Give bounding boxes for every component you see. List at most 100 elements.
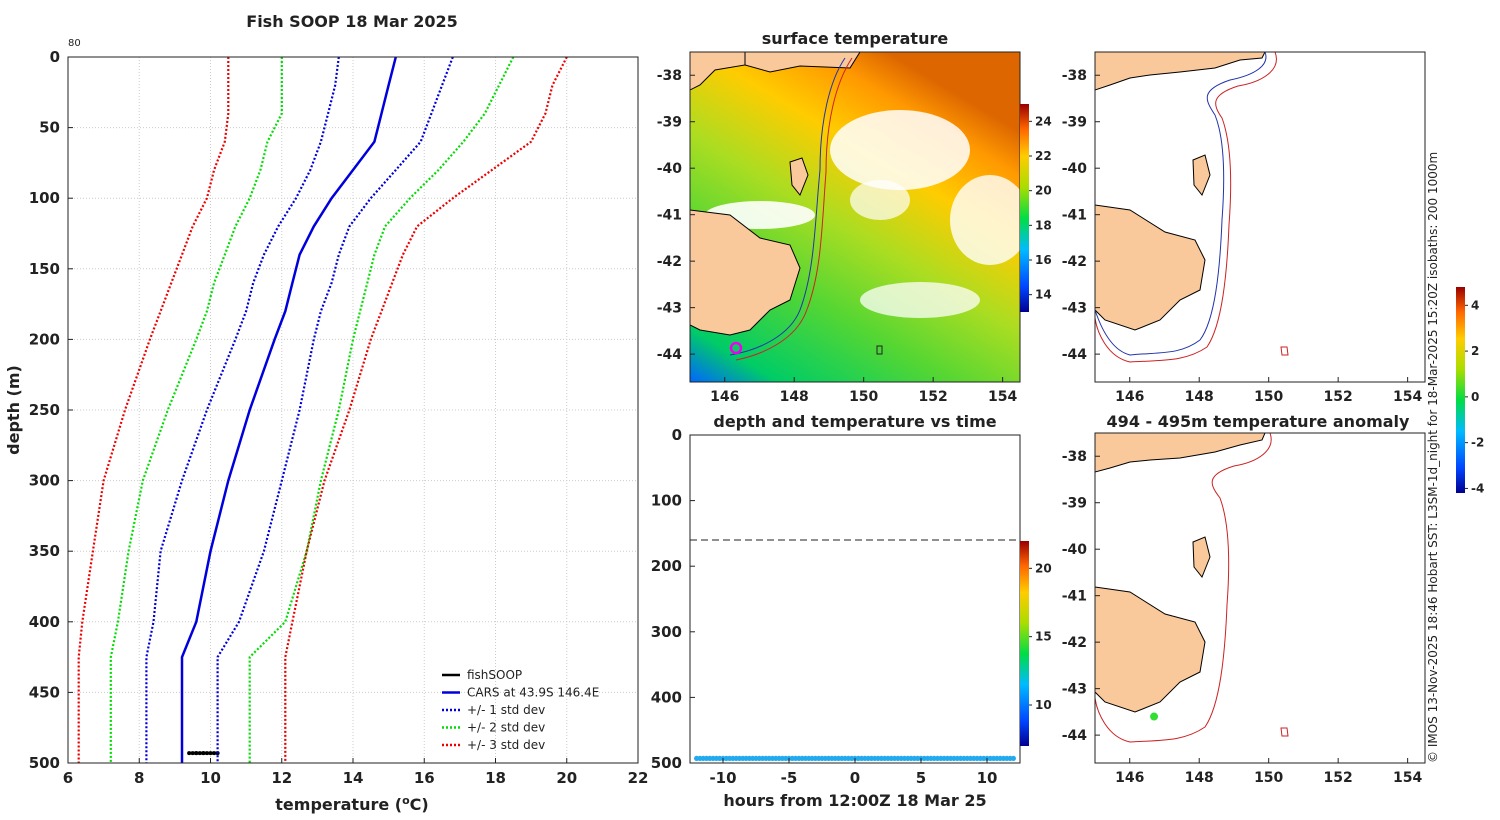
y-tick-label: -41: [1062, 208, 1087, 224]
colorbar-label: 10: [1035, 698, 1052, 712]
y-tick-label: 250: [29, 401, 60, 419]
profile-panel: Fish SOOP 18 Mar 2025 80 6 8 10 12 14 16 18 20 2…: [4, 12, 648, 814]
sst-colorbar: [1020, 104, 1029, 312]
sst-ticks: 146 148 150 152 154 -38 -39 -40 -41 -42 -43 -44: [657, 68, 1018, 405]
y-tick-label: 200: [29, 330, 60, 348]
depth-time-xlabel: hours from 12:00Z 18 Mar 25: [723, 791, 986, 810]
anomaly-tasmania: [1095, 586, 1206, 713]
x-tick-label: 148: [1185, 770, 1214, 786]
x-tick-label: 152: [919, 389, 948, 405]
vessel-marker: [729, 341, 743, 355]
y-tick-label: 450: [29, 683, 60, 701]
y-tick-label: 200: [651, 557, 682, 575]
anomaly-ticks: 146 148 150 152 154 -38 -39 -40 -41 -42 -43 -44: [1062, 449, 1423, 786]
x-tick-label: 5: [916, 769, 926, 787]
x-tick-label: 148: [1185, 389, 1214, 405]
y-tick-label: 500: [651, 754, 682, 772]
x-tick-label: 10: [200, 769, 221, 787]
sst-title: surface temperature: [762, 29, 949, 48]
y-tick-label: -43: [657, 301, 682, 317]
y-tick-label: -42: [657, 254, 682, 270]
colorbar-label: 22: [1035, 149, 1052, 163]
colorbar-label: 16: [1035, 253, 1052, 267]
y-tick-label: -40: [1062, 161, 1088, 177]
x-tick-label: 146: [1115, 389, 1144, 405]
profile-ylabel: depth (m): [4, 365, 23, 455]
x-tick-label: 12: [271, 769, 292, 787]
profile-curves: [77, 56, 568, 763]
y-tick-label: 400: [29, 613, 60, 631]
profile-grid: [67, 56, 639, 764]
fishsoop-point: [197, 751, 202, 756]
colorbar-label: 4: [1471, 298, 1479, 312]
bathymetry-map-panel: 146 148 150 152 154 -38 -39 -40 -41 -42 -43 -44: [1062, 51, 1426, 405]
colorbar-label: 15: [1035, 630, 1052, 644]
x-tick-label: -5: [781, 769, 798, 787]
legend-label: +/- 1 std dev: [467, 703, 545, 717]
y-tick-label: 300: [29, 472, 60, 490]
x-tick-label: 8: [134, 769, 144, 787]
fishsoop-point: [212, 751, 217, 756]
sst-colorbar-ticks: 14 16 18 20 22 24: [1029, 114, 1052, 302]
map-mainland: [1095, 52, 1266, 91]
series-4-lower: [77, 57, 230, 763]
colorbar-label: -4: [1471, 481, 1484, 495]
sst-panel: surface temperature 146 148 150 152 154 -38 -3…: [657, 29, 1052, 405]
x-tick-label: 146: [1115, 770, 1144, 786]
y-tick-label: -40: [657, 161, 683, 177]
y-tick-label: 400: [651, 688, 682, 706]
y-tick-label: -38: [1062, 68, 1087, 84]
x-tick-label: 150: [849, 389, 878, 405]
series-1: [180, 56, 398, 763]
y-tick-label: 150: [29, 260, 60, 278]
y-tick-label: -41: [657, 208, 682, 224]
fishsoop-point: [208, 751, 213, 756]
y-tick-label: -38: [657, 68, 682, 84]
x-tick-label: 154: [988, 389, 1017, 405]
y-tick-label: -39: [657, 115, 682, 131]
legend-label: fishSOOP: [467, 668, 522, 682]
legend-label: +/- 3 std dev: [467, 738, 545, 752]
fishsoop-point: [187, 751, 192, 756]
colorbar-label: 20: [1035, 184, 1052, 198]
y-tick-label: -42: [1062, 635, 1087, 651]
y-tick-label: -39: [1062, 115, 1087, 131]
x-tick-label: 10: [977, 769, 998, 787]
y-tick-label: -44: [1062, 728, 1088, 744]
y-tick-label: -38: [1062, 449, 1087, 465]
y-tick-label: 350: [29, 542, 60, 560]
map-ticks: 146 148 150 152 154 -38 -39 -40 -41 -42 -43 -44: [1062, 68, 1423, 405]
x-tick-label: 16: [414, 769, 435, 787]
x-tick-label: 0: [850, 769, 860, 787]
series-2-upper: [216, 56, 454, 763]
depth-point: [1010, 755, 1017, 762]
y-tick-label: -41: [1062, 589, 1087, 605]
x-tick-label: 154: [1393, 389, 1422, 405]
y-tick-label: -39: [1062, 496, 1087, 512]
colorbar-label: 0: [1471, 390, 1479, 404]
x-tick-label: 18: [485, 769, 506, 787]
sst-tasmania: [690, 209, 801, 336]
colorbar-label: -2: [1471, 436, 1484, 450]
x-tick-label: 146: [710, 389, 739, 405]
x-tick-label: 22: [628, 769, 649, 787]
colorbar-label: 24: [1035, 114, 1052, 128]
series-3-lower: [109, 57, 283, 763]
y-tick-label: -43: [1062, 682, 1087, 698]
legend-label: +/- 2 std dev: [467, 721, 545, 735]
x-tick-label: 148: [780, 389, 809, 405]
y-tick-label: -44: [1062, 347, 1088, 363]
colorbar-label: 20: [1035, 561, 1052, 575]
y-tick-label: 50: [39, 119, 60, 137]
depth-time-colorbar-ticks: 10 15 20: [1029, 561, 1052, 712]
y-tick-label: -42: [1062, 254, 1087, 270]
depth-time-colorbar: [1020, 541, 1029, 746]
fishsoop-point: [190, 751, 195, 756]
y-tick-label: 500: [29, 754, 60, 772]
colorbar-label: 2: [1471, 344, 1479, 358]
series-3-upper: [248, 56, 515, 763]
sst-map: [690, 52, 1020, 382]
depth-time-title: depth and temperature vs time: [713, 412, 996, 431]
y-tick-label: 0: [50, 48, 60, 66]
